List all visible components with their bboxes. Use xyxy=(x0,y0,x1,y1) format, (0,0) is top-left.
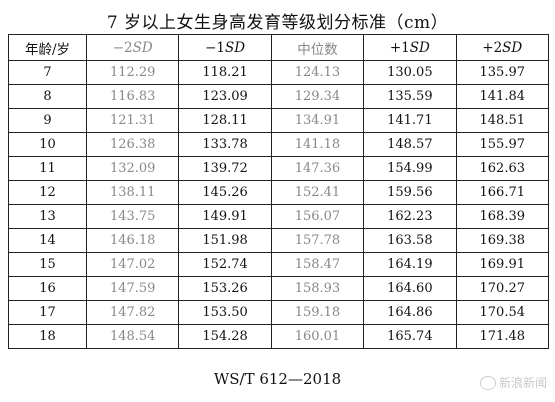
height-value-cell: 154.28 xyxy=(178,324,272,349)
height-value-cell: 148.57 xyxy=(363,132,457,157)
age-cell: 17 xyxy=(8,300,87,325)
height-value-cell: 151.98 xyxy=(178,228,272,253)
height-value-cell: 163.58 xyxy=(363,228,457,253)
height-value-cell: 123.09 xyxy=(178,84,272,109)
watermark-text: 新浪新闻 xyxy=(498,376,547,390)
height-value-cell: 156.07 xyxy=(270,204,365,229)
height-value-cell: 128.11 xyxy=(178,108,272,133)
height-value-cell: 162.23 xyxy=(363,204,457,229)
column-header: 中位数 xyxy=(270,34,365,61)
age-cell: 18 xyxy=(8,324,87,349)
height-value-cell: 169.91 xyxy=(455,252,549,277)
column-header: +1SD xyxy=(363,34,457,61)
table-row: 11 132.09 139.72 147.36 154.99 162.63 xyxy=(8,156,549,181)
height-value-cell: 162.63 xyxy=(455,156,549,181)
height-value-cell: 164.86 xyxy=(363,300,457,325)
height-value-cell: 152.41 xyxy=(270,180,365,205)
height-value-cell: 130.05 xyxy=(363,60,457,85)
height-value-cell: 141.18 xyxy=(270,132,365,157)
height-value-cell: 147.02 xyxy=(85,252,180,277)
column-header: 年龄/岁 xyxy=(8,34,87,61)
column-header: +2SD xyxy=(455,34,549,61)
height-value-cell: 133.78 xyxy=(178,132,272,157)
table-row: 15 147.02 152.74 158.47 164.19 169.91 xyxy=(8,252,549,277)
table-row: 13 143.75 149.91 156.07 162.23 168.39 xyxy=(8,204,549,229)
height-value-cell: 168.39 xyxy=(455,204,549,229)
height-value-cell: 164.60 xyxy=(363,276,457,301)
height-value-cell: 148.54 xyxy=(85,324,180,349)
table-row: 18 148.54 154.28 160.01 165.74 171.48 xyxy=(8,324,549,349)
table-row: 17 147.82 153.50 159.18 164.86 170.54 xyxy=(8,300,549,325)
height-value-cell: 132.09 xyxy=(85,156,180,181)
height-value-cell: 164.19 xyxy=(363,252,457,277)
table-row: 8 116.83 123.09 129.34 135.59 141.84 xyxy=(8,84,549,109)
watermark: 新浪新闻 xyxy=(479,374,547,391)
age-cell: 15 xyxy=(8,252,87,277)
height-value-cell: 147.82 xyxy=(85,300,180,325)
table-header-row: 年龄/岁 −2SD −1SD 中位数 +1SD +2SD xyxy=(8,34,549,61)
age-cell: 11 xyxy=(8,156,87,181)
table-row: 12 138.11 145.26 152.41 159.56 166.71 xyxy=(8,180,549,205)
height-value-cell: 139.72 xyxy=(178,156,272,181)
height-value-cell: 165.74 xyxy=(363,324,457,349)
height-value-cell: 149.91 xyxy=(178,204,272,229)
height-value-cell: 135.59 xyxy=(363,84,457,109)
height-value-cell: 170.54 xyxy=(455,300,549,325)
table-body: 7 112.29 118.21 124.13 130.05 135.97 8 116.83 12… xyxy=(8,60,549,349)
column-header: −2SD xyxy=(85,34,180,61)
height-value-cell: 126.38 xyxy=(85,132,180,157)
height-value-cell: 116.83 xyxy=(85,84,180,109)
height-value-cell: 158.47 xyxy=(270,252,365,277)
height-value-cell: 160.01 xyxy=(270,324,365,349)
height-value-cell: 155.97 xyxy=(455,132,549,157)
height-value-cell: 147.59 xyxy=(85,276,180,301)
height-value-cell: 124.13 xyxy=(270,60,365,85)
height-value-cell: 141.71 xyxy=(363,108,457,133)
height-value-cell: 134.91 xyxy=(270,108,365,133)
table-row: 14 146.18 151.98 157.78 163.58 169.38 xyxy=(8,228,549,253)
height-value-cell: 159.18 xyxy=(270,300,365,325)
height-value-cell: 143.75 xyxy=(85,204,180,229)
height-value-cell: 141.84 xyxy=(455,84,549,109)
height-value-cell: 147.36 xyxy=(270,156,365,181)
age-cell: 16 xyxy=(8,276,87,301)
age-cell: 9 xyxy=(8,108,87,133)
standard-code: WS/T 612—2018 xyxy=(213,370,342,388)
height-value-cell: 153.50 xyxy=(178,300,272,325)
table-row: 9 121.31 128.11 134.91 141.71 148.51 xyxy=(8,108,549,133)
height-value-cell: 153.26 xyxy=(178,276,272,301)
height-value-cell: 171.48 xyxy=(455,324,549,349)
height-value-cell: 129.34 xyxy=(270,84,365,109)
document-title: 7 岁以上女生身高发育等级划分标准（cm） xyxy=(106,13,449,33)
height-value-cell: 166.71 xyxy=(455,180,549,205)
table-row: 7 112.29 118.21 124.13 130.05 135.97 xyxy=(8,60,549,85)
age-cell: 13 xyxy=(8,204,87,229)
height-value-cell: 138.11 xyxy=(85,180,180,205)
height-value-cell: 118.21 xyxy=(178,60,272,85)
age-cell: 7 xyxy=(8,60,87,85)
height-value-cell: 158.93 xyxy=(270,276,365,301)
height-value-cell: 170.27 xyxy=(455,276,549,301)
height-value-cell: 152.74 xyxy=(178,252,272,277)
height-standard-table: 年龄/岁 −2SD −1SD 中位数 +1SD +2SD 7 112.29 118.21 124… xyxy=(8,34,549,349)
height-value-cell: 146.18 xyxy=(85,228,180,253)
age-cell: 8 xyxy=(8,84,87,109)
height-value-cell: 157.78 xyxy=(270,228,365,253)
age-cell: 10 xyxy=(8,132,87,157)
column-header: −1SD xyxy=(178,34,272,61)
height-value-cell: 112.29 xyxy=(85,60,180,85)
weibo-logo-icon xyxy=(479,375,496,390)
height-value-cell: 145.26 xyxy=(178,180,272,205)
height-value-cell: 159.56 xyxy=(363,180,457,205)
height-value-cell: 154.99 xyxy=(363,156,457,181)
height-value-cell: 135.97 xyxy=(455,60,549,85)
age-cell: 12 xyxy=(8,180,87,205)
height-value-cell: 121.31 xyxy=(85,108,180,133)
height-value-cell: 169.38 xyxy=(455,228,549,253)
age-cell: 14 xyxy=(8,228,87,253)
table-row: 10 126.38 133.78 141.18 148.57 155.97 xyxy=(8,132,549,157)
table-row: 16 147.59 153.26 158.93 164.60 170.27 xyxy=(8,276,549,301)
height-value-cell: 148.51 xyxy=(455,108,549,133)
